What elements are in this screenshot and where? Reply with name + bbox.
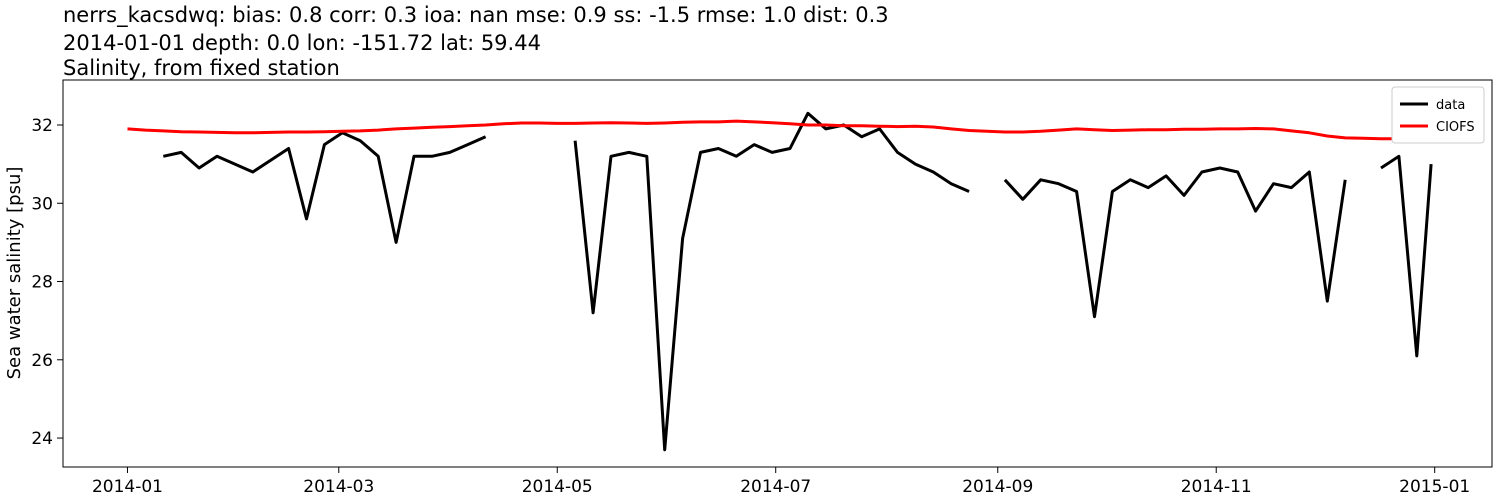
y-tick-label: 24 (31, 429, 53, 449)
y-axis-label: Sea water salinity [psu] (4, 167, 25, 380)
x-tick-label: 2014-11 (1181, 477, 1252, 497)
plot-frame (62, 79, 1493, 468)
x-tick-label: 2014-09 (962, 477, 1033, 497)
legend-box (1391, 86, 1485, 144)
legend-label: CIOFS (1436, 120, 1475, 135)
y-tick-label: 28 (31, 273, 53, 293)
y-tick-label: 30 (31, 194, 53, 214)
chart-subtitle: Salinity, from fixed station (63, 56, 340, 80)
data-line (127, 119, 1432, 142)
x-tick-label: 2014-03 (303, 477, 374, 497)
y-tick-label: 32 (31, 116, 53, 136)
data-line (162, 111, 1433, 452)
x-tick-label: 2014-05 (522, 477, 593, 497)
x-tick-label: 2014-01 (92, 477, 163, 497)
y-tick-label: 26 (31, 351, 53, 371)
chart-title: nerrs_kacsdwq: bias: 0.8 corr: 0.3 ioa: … (63, 3, 889, 28)
x-tick-label: 2015-01 (1399, 477, 1470, 497)
chart-subtitle: 2014-01-01 depth: 0.0 lon: -151.72 lat: … (63, 31, 541, 55)
x-tick-label: 2014-07 (740, 477, 811, 497)
legend-label: data (1436, 98, 1465, 113)
